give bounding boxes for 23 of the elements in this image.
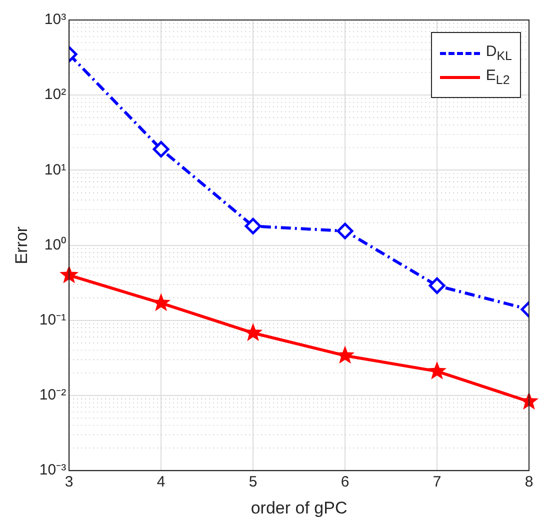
y-axis-title: Error: [12, 226, 31, 264]
x-tick-label: 7: [432, 474, 442, 491]
y-tick-label: 10⁰: [44, 236, 66, 254]
point: [428, 277, 446, 294]
point: [336, 222, 354, 240]
y-tick-label: 10⁻³: [39, 462, 66, 479]
legend-label: D$_{KL}$: [486, 43, 512, 63]
y-tick-label: 10⁻²: [39, 386, 66, 404]
x-tick-label: 3: [64, 474, 74, 491]
y-tick-label: 10²: [44, 86, 66, 104]
x-axis-title: order of gPC: [250, 498, 348, 518]
point: [336, 346, 355, 364]
x-tick-label: 6: [340, 474, 350, 491]
y-tick-label: 10³: [44, 11, 66, 28]
y-tick-label: 10⁻¹: [39, 312, 66, 329]
point: [152, 141, 170, 158]
x-tick-label: 5: [248, 474, 258, 491]
x-tick-label: 4: [156, 474, 166, 491]
legend-label: E$_{L2}$: [486, 67, 510, 87]
x-tick-label: 8: [524, 474, 534, 491]
point: [244, 218, 262, 234]
point: [428, 361, 447, 380]
y-tick-label: 10¹: [44, 161, 66, 178]
